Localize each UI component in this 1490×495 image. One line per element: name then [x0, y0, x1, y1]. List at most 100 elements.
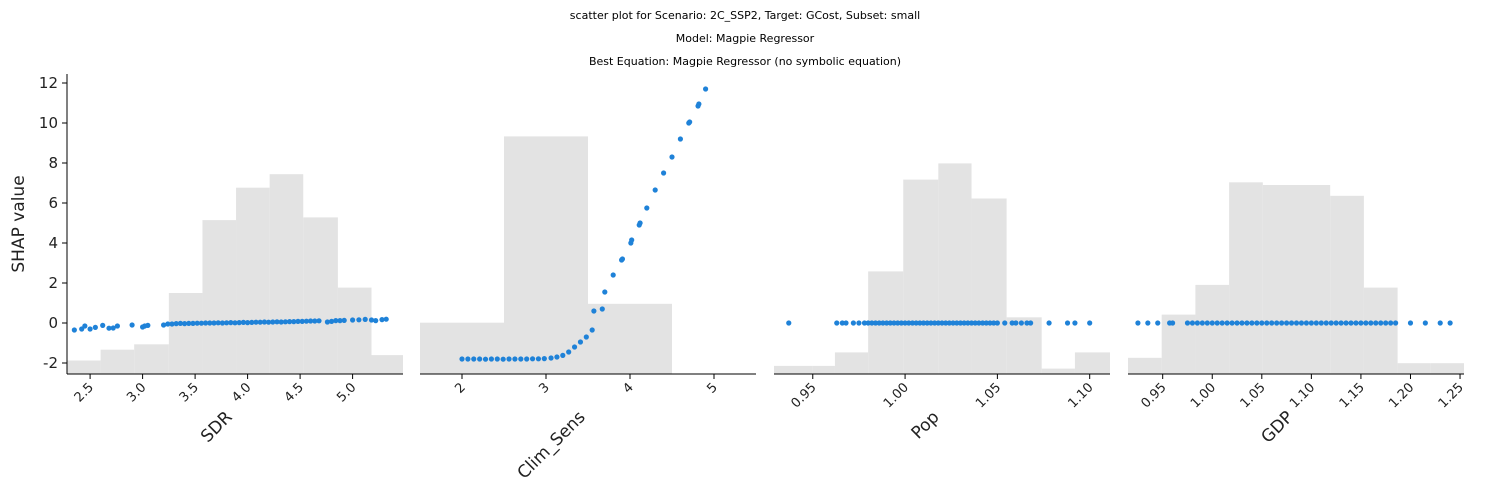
- data-point: [529, 356, 536, 362]
- data-point: [287, 319, 293, 325]
- data-point: [906, 320, 912, 326]
- histogram: [420, 136, 672, 374]
- data-point: [839, 320, 845, 326]
- y-tick-label: 2: [48, 274, 58, 292]
- data-point: [591, 308, 597, 314]
- data-point: [1013, 320, 1019, 326]
- data-point: [786, 320, 792, 326]
- data-point: [236, 320, 242, 326]
- data-point: [932, 320, 938, 326]
- x-tick-label: 2: [452, 380, 468, 396]
- data-point: [1373, 320, 1379, 326]
- data-point: [341, 317, 347, 323]
- x-tick-label: 4.0: [229, 380, 254, 405]
- data-point: [687, 119, 693, 125]
- chart-panels: 2.5 3.0 3.5 4.0 4.5 5.0 SDR 2 3 4 5 Clim_Sens 0.95 1.…: [39, 74, 1467, 483]
- data-point: [1244, 320, 1250, 326]
- data-point: [1184, 320, 1191, 326]
- data-point: [548, 355, 554, 361]
- x-axis-label: Pop: [908, 407, 944, 443]
- x-tick-label: 1.05: [1238, 380, 1269, 411]
- y-tick-label: 4: [48, 234, 58, 252]
- data-point: [1072, 320, 1078, 326]
- data-point: [1283, 320, 1290, 326]
- data-point: [1368, 320, 1374, 326]
- data-point: [1343, 320, 1349, 326]
- data-point: [211, 320, 217, 326]
- histogram-bar: [303, 217, 338, 374]
- data-point: [373, 318, 379, 324]
- data-point: [571, 344, 578, 350]
- data-point: [240, 319, 246, 325]
- x-axis-label: GDP: [1258, 407, 1298, 447]
- data-point: [465, 356, 471, 362]
- data-point: [1064, 320, 1071, 326]
- data-point: [471, 356, 477, 362]
- data-point: [1353, 320, 1359, 326]
- data-point: [895, 320, 901, 326]
- data-point: [278, 319, 284, 325]
- data-point: [219, 320, 225, 326]
- data-point: [518, 356, 524, 362]
- data-point: [950, 320, 956, 326]
- data-point: [1087, 320, 1093, 326]
- data-point: [253, 319, 259, 325]
- data-point: [261, 319, 267, 325]
- histogram-bar: [812, 365, 835, 374]
- x-tick-label: 1.25: [1436, 380, 1467, 411]
- data-point: [362, 316, 368, 322]
- data-point: [203, 320, 209, 326]
- data-point: [1358, 320, 1364, 326]
- data-point: [1383, 320, 1389, 326]
- data-point: [924, 320, 930, 326]
- data-point: [946, 320, 952, 326]
- x-tick-label: 1.00: [881, 380, 912, 411]
- histogram: [774, 163, 1110, 374]
- data-point: [913, 320, 919, 326]
- data-point: [610, 272, 616, 278]
- data-point: [282, 319, 288, 325]
- data-point: [1279, 320, 1285, 326]
- histogram-bar: [1229, 182, 1263, 374]
- x-tick-label: 3.5: [177, 380, 202, 405]
- panel-gdp: 0.95 1.00 1.05 1.10 1.15 1.20 1.25 GDP: [1128, 182, 1467, 447]
- data-point: [194, 320, 200, 326]
- x-tick-label: 3: [536, 380, 552, 396]
- data-point: [1323, 320, 1329, 326]
- data-point: [891, 320, 897, 326]
- chart-title: scatter plot for Scenario: 2C_SSP2, Targ…: [569, 9, 921, 22]
- data-point: [957, 320, 964, 326]
- data-point: [599, 306, 605, 312]
- data-point: [968, 320, 975, 326]
- data-point: [1024, 320, 1030, 326]
- data-point: [629, 237, 635, 243]
- data-point: [291, 319, 297, 325]
- data-point: [165, 321, 171, 327]
- x-axis-label: Clim_Sens: [514, 407, 590, 483]
- histogram-bar: [100, 349, 135, 374]
- data-point: [1194, 320, 1200, 326]
- data-point: [980, 320, 986, 326]
- data-point: [383, 316, 389, 322]
- data-point: [850, 320, 856, 326]
- data-point: [207, 320, 213, 326]
- data-point: [1209, 320, 1215, 326]
- data-point: [524, 356, 530, 362]
- data-point: [1318, 320, 1324, 326]
- data-point: [1378, 320, 1384, 326]
- data-point: [843, 320, 849, 326]
- data-point: [232, 320, 238, 326]
- data-point: [1229, 320, 1235, 326]
- data-point: [1155, 320, 1161, 326]
- histogram-bar: [202, 220, 237, 374]
- data-point: [583, 334, 589, 340]
- scatter-points: [1135, 320, 1453, 326]
- data-point: [935, 320, 941, 326]
- histogram-bar: [938, 163, 972, 374]
- x-tick-label: 0.95: [789, 380, 820, 411]
- data-point: [1254, 320, 1260, 326]
- data-point: [257, 319, 263, 325]
- data-point: [1219, 320, 1225, 326]
- histogram-bar: [504, 136, 588, 374]
